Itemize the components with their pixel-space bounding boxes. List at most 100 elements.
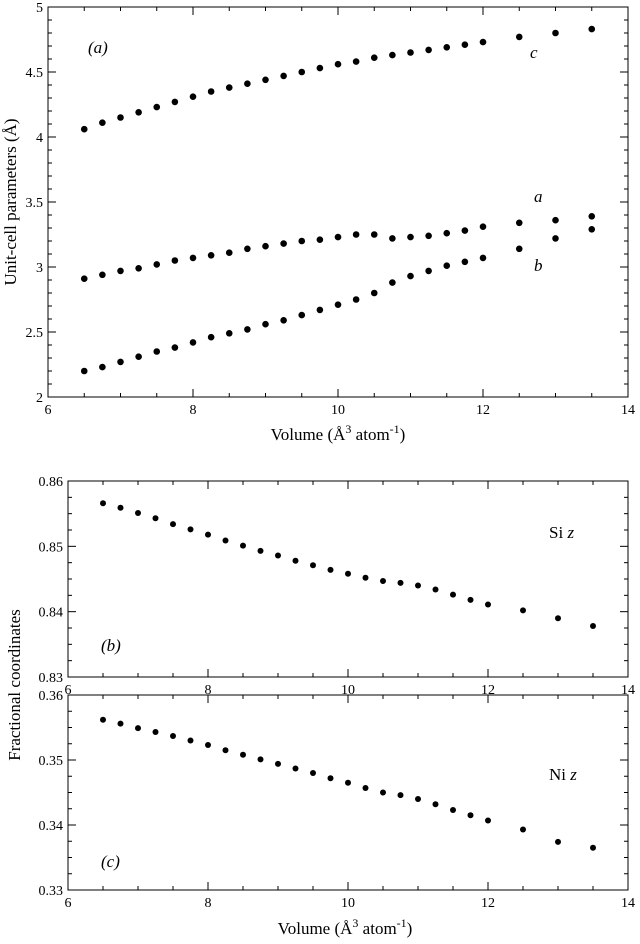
data-point-si-z	[485, 601, 491, 608]
data-point-b	[443, 262, 451, 270]
data-point-c	[171, 98, 179, 106]
series-label-a: a	[534, 187, 543, 206]
data-point-ni-z	[555, 838, 561, 845]
data-point-b	[99, 363, 106, 371]
series-label-b: b	[534, 256, 543, 275]
data-point-c	[135, 109, 142, 116]
data-point-a	[117, 267, 124, 275]
data-point-a	[262, 242, 269, 250]
data-point-b	[352, 296, 360, 303]
data-point-c	[244, 80, 251, 87]
x-tick-label: 6	[65, 896, 72, 911]
data-point-b	[262, 320, 269, 328]
data-point-b	[515, 245, 523, 253]
panel-c-y-tick-labels: 0.33 0.34 0.35 0.36	[39, 689, 64, 899]
y-tick-label: 2.5	[26, 326, 44, 341]
y-tick-label: 0.86	[39, 475, 64, 490]
x-tick-label: 14	[621, 896, 635, 911]
data-point-b	[244, 326, 251, 333]
data-point-ni-z	[240, 751, 246, 758]
data-point-si-z	[187, 526, 194, 533]
data-point-b	[461, 258, 469, 266]
data-point-ni-z	[327, 775, 334, 782]
data-point-ni-z	[100, 716, 106, 723]
data-point-c	[117, 114, 124, 121]
data-point-si-z	[520, 607, 526, 614]
panel-b-label: (b)	[101, 636, 121, 655]
data-point-ni-z	[257, 756, 264, 763]
panel-c-ticks	[67, 694, 629, 891]
data-point-b	[280, 317, 287, 324]
y-tick-label: 0.34	[39, 819, 64, 834]
data-point-c	[153, 103, 161, 111]
panel-b-ticks	[67, 480, 629, 678]
data-point-b	[407, 272, 414, 280]
data-point-b	[588, 226, 596, 233]
y-tick-label: 0.33	[39, 884, 64, 899]
data-point-c	[407, 49, 414, 56]
data-point-ni-z	[152, 729, 159, 736]
panel-a-data-points	[80, 25, 596, 375]
data-point-c	[370, 54, 378, 61]
data-point-a	[552, 216, 559, 224]
data-point-a	[298, 237, 306, 245]
data-point-b	[153, 348, 161, 355]
data-point-si-z	[362, 574, 369, 581]
x-tick-label: 8	[205, 896, 212, 911]
data-point-ni-z	[310, 770, 316, 776]
data-point-si-z	[415, 582, 421, 589]
data-point-a	[171, 257, 179, 264]
data-point-b	[389, 279, 396, 286]
data-point-c	[389, 51, 396, 59]
panel-c-x-tick-labels: 6 8 10 12 14	[65, 896, 636, 911]
x-tick-label: 6	[45, 403, 52, 418]
data-point-si-z	[327, 566, 334, 573]
data-point-ni-z	[362, 784, 369, 791]
panel-a-y-axis-title: Unit-cell parameters (Å)	[1, 118, 20, 285]
data-point-si-z	[152, 515, 159, 522]
data-point-b	[207, 333, 215, 341]
y-tick-label: 0.35	[39, 754, 64, 769]
panel-a-label: (a)	[88, 38, 108, 57]
panel-a-y-tick-labels: 2 2.5 3 3.5 4 4.5 5	[26, 1, 44, 406]
data-point-si-z	[100, 500, 106, 507]
data-point-c	[515, 33, 523, 41]
data-point-c	[334, 60, 342, 68]
panel-b-data-points	[100, 500, 596, 630]
data-point-a	[207, 252, 215, 259]
data-point-b	[117, 358, 124, 366]
x-tick-label: 14	[621, 403, 635, 418]
x-tick-label: 10	[341, 896, 355, 911]
data-point-si-z	[275, 552, 281, 559]
data-point-si-z	[240, 542, 246, 549]
panel-a-x-tick-labels: 6 8 10 12 14	[45, 403, 636, 418]
data-point-c	[552, 29, 559, 37]
data-point-ni-z	[117, 720, 124, 727]
data-point-a	[334, 233, 342, 241]
data-point-ni-z	[590, 844, 596, 851]
data-point-ni-z	[450, 807, 456, 814]
data-point-ni-z	[380, 789, 386, 796]
x-tick-label: 12	[481, 683, 495, 698]
data-point-ni-z	[205, 742, 211, 749]
data-point-a	[461, 227, 469, 234]
data-point-ni-z	[187, 737, 194, 744]
data-point-ni-z	[345, 779, 351, 786]
data-point-c	[352, 58, 360, 65]
data-point-ni-z	[432, 801, 439, 808]
x-tick-label: 10	[341, 683, 355, 698]
data-point-a	[280, 240, 287, 247]
x-tick-label: 10	[331, 403, 345, 418]
data-point-a	[389, 235, 396, 242]
data-point-c	[479, 38, 487, 46]
data-point-ni-z	[292, 765, 299, 772]
y-tick-label: 4.5	[26, 66, 44, 81]
data-point-c	[461, 41, 469, 48]
data-point-ni-z	[275, 760, 281, 767]
data-point-ni-z	[520, 826, 526, 833]
data-point-si-z	[205, 531, 211, 538]
data-point-si-z	[555, 615, 561, 622]
data-point-ni-z	[170, 732, 176, 739]
data-point-a	[479, 223, 487, 230]
